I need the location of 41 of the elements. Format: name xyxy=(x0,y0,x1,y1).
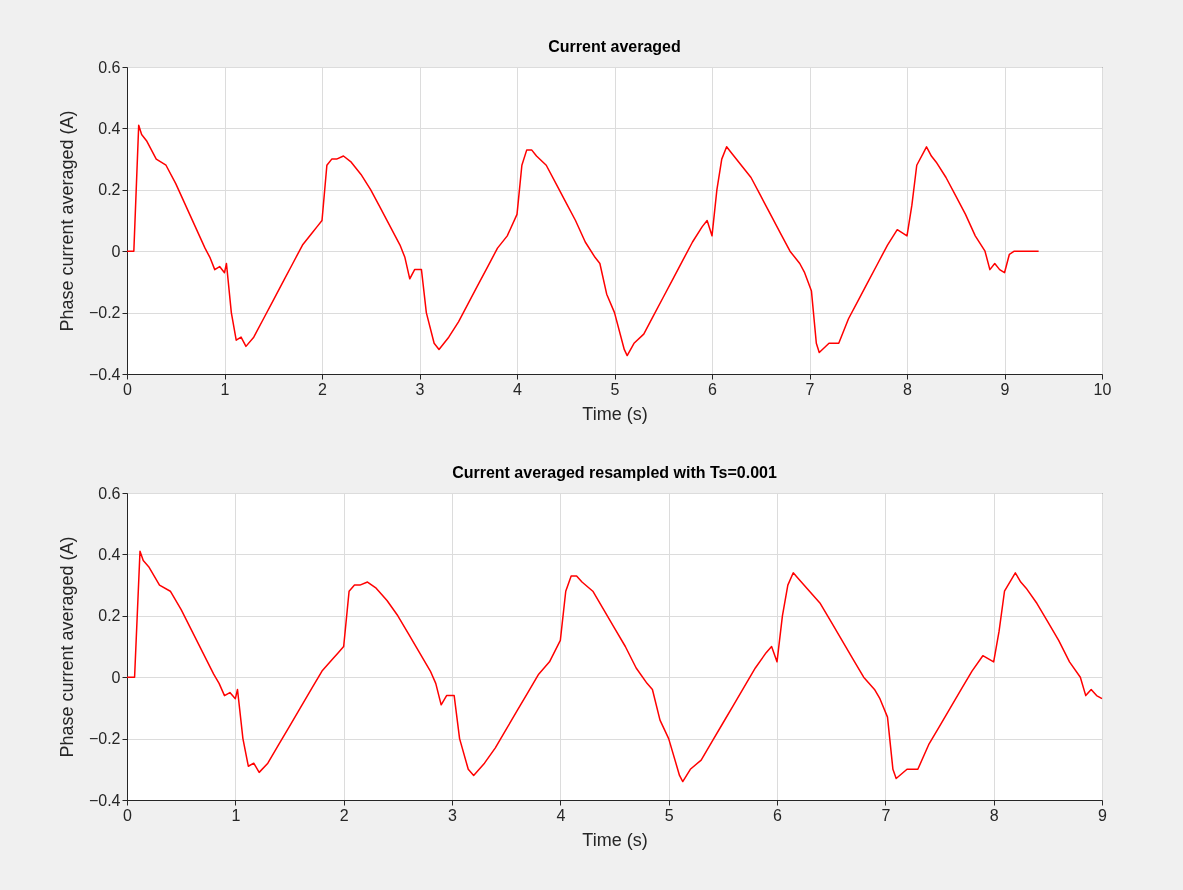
chart-title: Current averaged xyxy=(548,38,681,55)
y-tick-label: 0.2 xyxy=(98,607,121,625)
x-tick-label: 9 xyxy=(1098,806,1108,824)
x-tick-label: 0 xyxy=(123,380,133,398)
chart-title: Current averaged resampled with Ts=0.001 xyxy=(452,464,777,481)
x-tick-label: 3 xyxy=(448,806,458,824)
x-tick-label: 5 xyxy=(610,380,620,398)
x-tick-label: 8 xyxy=(903,380,913,398)
x-tick-label: 2 xyxy=(318,380,328,398)
x-tick-label: 6 xyxy=(773,806,783,824)
x-tick-label: 7 xyxy=(881,806,891,824)
x-tick-label: 1 xyxy=(220,380,230,398)
x-tick-label: 5 xyxy=(664,806,674,824)
y-tick-label: 0 xyxy=(111,242,121,260)
y-tick-label: −0.4 xyxy=(88,365,121,383)
x-tick-label: 4 xyxy=(556,806,566,824)
x-tick-label: 0 xyxy=(123,806,133,824)
x-tick-label: 6 xyxy=(708,380,718,398)
x-tick-label: 2 xyxy=(339,806,349,824)
x-tick-label: 8 xyxy=(989,806,999,824)
y-tick-label: −0.2 xyxy=(88,730,121,748)
y-tick-label: 0.6 xyxy=(98,484,121,502)
line-series xyxy=(126,124,1040,357)
x-axis-title: Time (s) xyxy=(582,829,648,850)
y-tick-label: 0.4 xyxy=(98,119,121,137)
y-tick-label: −0.2 xyxy=(88,304,121,322)
y-tick-label: −0.4 xyxy=(88,791,121,809)
x-tick-label: 3 xyxy=(415,380,425,398)
y-tick-label: 0 xyxy=(111,668,121,686)
line-series xyxy=(126,550,1103,783)
x-tick-label: 7 xyxy=(805,380,815,398)
y-axis-title: Phase current averaged (A) xyxy=(56,536,77,758)
x-tick-label: 10 xyxy=(1093,380,1112,398)
x-tick-label: 4 xyxy=(513,380,523,398)
x-axis-title: Time (s) xyxy=(582,403,648,424)
y-tick-label: 0.2 xyxy=(98,181,121,199)
x-tick-label: 9 xyxy=(1000,380,1010,398)
y-tick-label: 0.6 xyxy=(98,58,121,76)
x-tick-label: 1 xyxy=(231,806,241,824)
y-axis-title: Phase current averaged (A) xyxy=(56,110,77,332)
y-tick-label: 0.4 xyxy=(98,545,121,563)
